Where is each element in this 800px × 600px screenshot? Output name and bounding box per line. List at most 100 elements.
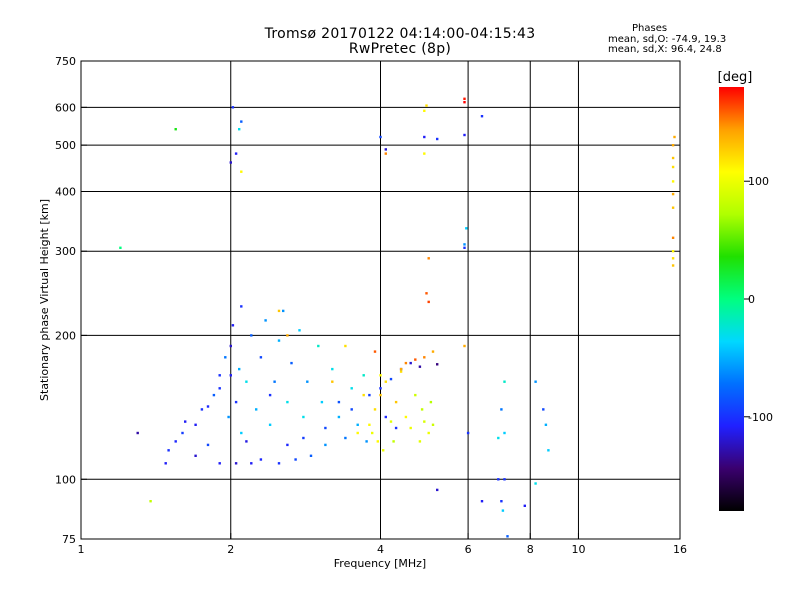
x-tick-label: 8 <box>527 543 534 556</box>
data-point-O <box>317 344 320 348</box>
data-point-O <box>480 115 484 118</box>
data-point-O <box>164 462 167 465</box>
data-point-O <box>229 374 232 377</box>
data-point-O <box>294 458 297 461</box>
data-point-O <box>503 431 506 435</box>
colorbar-tick-label: -100 <box>748 411 773 424</box>
data-point-X <box>399 367 403 371</box>
data-point-X <box>368 423 371 426</box>
o-mode-stats: mean, sd,O: -74.9, 19.3 <box>608 34 727 45</box>
data-point-O <box>523 504 526 507</box>
data-point-X <box>414 393 417 397</box>
data-point-O <box>264 319 267 322</box>
data-point-X <box>463 344 466 348</box>
data-point-X <box>409 426 412 430</box>
data-point-O <box>503 478 506 481</box>
data-point-X <box>356 431 359 435</box>
data-point-O <box>255 408 258 411</box>
data-points <box>119 97 676 538</box>
y-tick-label: 500 <box>55 139 76 152</box>
data-point-X <box>671 236 675 239</box>
data-point-X <box>671 264 675 267</box>
data-point-O <box>544 423 548 426</box>
data-point-X <box>373 408 377 411</box>
data-point-O <box>218 462 221 465</box>
data-point-X <box>344 344 347 348</box>
data-point-O <box>206 405 210 408</box>
data-point-O <box>350 387 353 390</box>
data-point-O <box>238 128 241 131</box>
data-point-O <box>194 454 197 457</box>
data-point-O <box>227 415 230 419</box>
data-point-O <box>136 431 139 435</box>
data-point-X <box>671 144 675 147</box>
data-point-X <box>673 135 676 139</box>
data-point-O <box>240 120 243 123</box>
data-point-X <box>423 420 426 423</box>
data-point-X <box>671 180 675 183</box>
data-point-O <box>174 440 177 443</box>
data-point-X <box>362 393 365 397</box>
data-point-O <box>436 488 439 492</box>
data-point-X <box>379 374 382 377</box>
data-point-O <box>337 415 341 419</box>
x-axis-label: Frequency [MHz] <box>334 557 426 570</box>
data-point-O <box>384 148 387 151</box>
data-point-O <box>534 482 537 485</box>
data-point-O <box>234 462 238 465</box>
data-point-O <box>250 462 253 465</box>
data-point-O <box>506 535 509 538</box>
data-point-O <box>250 334 253 337</box>
data-point-X <box>671 250 675 253</box>
data-point-X <box>671 156 675 160</box>
data-point-O <box>240 431 243 435</box>
data-point-O <box>547 449 550 452</box>
data-point-X <box>404 415 408 419</box>
data-point-O <box>480 500 484 503</box>
data-point-X <box>420 408 424 411</box>
data-point-O <box>534 380 537 383</box>
y-axis-label: Stationary phase Virtual Height [km] <box>38 199 51 401</box>
x-tick-label: 4 <box>377 543 384 556</box>
data-point-X <box>431 423 435 426</box>
data-point-X <box>418 440 422 443</box>
data-point-X <box>427 431 430 435</box>
data-point-O <box>379 135 382 139</box>
data-point-O <box>268 393 272 397</box>
data-point-O <box>497 478 500 481</box>
data-point-O <box>167 449 170 452</box>
y-tick-label: 75 <box>62 533 76 546</box>
data-point-O <box>309 454 313 457</box>
data-point-O <box>331 367 334 371</box>
y-tick-label: 100 <box>55 473 76 486</box>
data-point-O <box>302 436 305 440</box>
x-tick-label: 10 <box>571 543 585 556</box>
data-point-O <box>194 423 197 426</box>
data-point-X <box>427 257 430 260</box>
data-point-O <box>394 426 398 430</box>
data-point-O <box>463 133 466 137</box>
data-point-O <box>206 443 210 447</box>
colorbar <box>719 87 744 511</box>
data-point-X <box>379 393 382 397</box>
data-point-O <box>500 500 503 503</box>
data-point-X <box>425 104 428 107</box>
data-point-X <box>394 400 398 404</box>
data-point-O <box>362 374 365 377</box>
data-point-O <box>286 443 289 447</box>
data-point-X <box>463 101 466 104</box>
data-point-X <box>392 440 395 443</box>
data-point-O <box>240 305 243 308</box>
data-point-X <box>240 170 243 173</box>
data-point-O <box>298 329 301 332</box>
data-point-O <box>463 246 466 249</box>
data-point-O <box>337 400 341 404</box>
x-tick-label: 1 <box>78 543 85 556</box>
data-point-X <box>463 97 466 100</box>
data-point-X <box>404 361 408 365</box>
data-point-X <box>389 420 393 423</box>
y-tick-label: 200 <box>55 329 76 342</box>
data-point-X <box>331 380 334 383</box>
data-point-O <box>466 431 470 435</box>
